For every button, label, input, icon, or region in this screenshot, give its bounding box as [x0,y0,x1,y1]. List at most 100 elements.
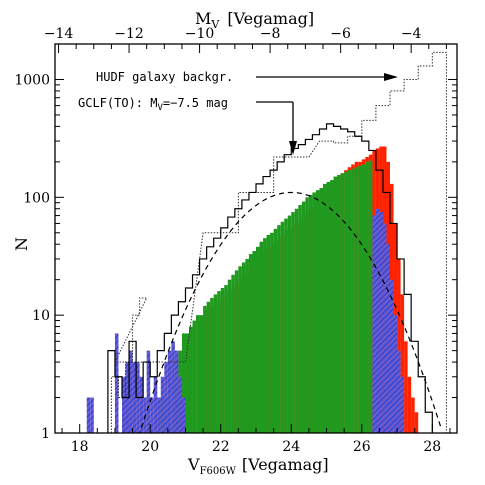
green-bar [192,320,197,433]
gclf-label: GCLF(TO): M [78,96,157,110]
green-bar [210,297,214,433]
y-tick-label: 1 [41,426,50,442]
red-bar [397,258,401,433]
green-bar [354,167,359,433]
blue-bar [390,279,394,433]
black_outline-line [107,123,433,433]
blue-bar [181,397,186,433]
green-bar [199,315,204,433]
green-bar [323,183,327,433]
blue-bar [139,376,144,433]
x-axis-title: VF606W [Vegamag] [187,455,329,477]
green-bar [224,285,228,433]
x-tick-label: 26 [353,439,371,455]
green-bar [217,291,221,433]
x-tick-label: 20 [141,439,159,455]
green-bar [284,218,288,433]
blue-bar [129,350,133,433]
green-bar [234,270,239,433]
x-tick-label: 18 [71,439,89,455]
x-tick-label: 24 [282,439,300,455]
green-bar [333,176,338,433]
blue-bar [122,376,126,433]
green-bar [273,228,278,433]
blue-bar [143,397,147,433]
blue-bar [178,376,182,433]
green-bar [248,254,253,433]
green-bar [277,225,281,433]
gclf-label-suffix: =−7.5 mag [163,96,228,110]
y-tick-label: 10 [32,308,50,324]
green-bar [319,187,323,433]
green-bar [368,160,373,433]
green-bar [181,333,186,433]
green-bar [340,173,345,433]
histogram-outlines [107,51,447,433]
top-tick-label: −6 [330,26,351,42]
x-axis-title-unit: [Vegamag] [242,455,329,474]
blue-bar [150,397,154,433]
green-bar [308,194,313,433]
green-bar [287,215,292,433]
axis-ticks: 18 20 22 24 26 28 −14 −12 −10 −8 −6 −4 1 10 100 1000 [14,26,457,455]
top-tick-label: −14 [44,26,74,42]
blue-bar [393,315,398,433]
green-bar [330,180,334,433]
green-bar [305,197,309,433]
top-tick-label: −8 [260,26,281,42]
green-bar [365,161,369,433]
green-bar [337,174,341,433]
y-tick-label: 100 [23,190,50,206]
blue-bar [174,350,179,433]
top-axis-title-main: M [195,9,211,28]
hudf-label: HUDF galaxy backgr. [96,70,233,84]
green-bar [347,170,352,433]
x-tick-label: 22 [212,439,230,455]
green-bar [227,279,232,433]
green-bar [270,232,274,433]
blue-bar [153,376,158,433]
green-bar [351,168,355,433]
green-bar [252,251,256,433]
green-bar [259,241,264,433]
green-bar [266,234,271,433]
green-bar [312,192,316,433]
y-axis-title: N [12,237,31,251]
green-bar [298,205,302,433]
green-bar [256,246,260,433]
top-tick-label: −10 [185,26,215,42]
blue-bar [400,376,405,433]
y-tick-label: 1000 [14,72,50,88]
gclf-label-sub: V [157,103,163,113]
blue-bar [90,397,94,433]
green-bar [315,190,320,433]
blue-bar [375,208,380,433]
blue-bar [397,350,401,433]
green-bar [203,305,207,433]
green-bar [263,238,267,433]
blue-bar [171,341,175,433]
green-bar [238,266,242,433]
blue-bar [114,333,119,433]
hudf-annotation: HUDF galaxy backgr. [96,70,398,84]
red-bar [404,341,408,433]
blue-bar [132,362,137,433]
green-bar [231,274,235,433]
green-bar [326,181,331,433]
svg-text:GCLF(TO): MV=−7.5 mag: GCLF(TO): MV=−7.5 mag [78,96,228,113]
gclf-annotation: GCLF(TO): MV=−7.5 mag [78,96,297,155]
green-bar [189,326,193,433]
green-bar [185,333,189,433]
green-bar [206,301,211,433]
green-bar [245,258,249,433]
red-bar [414,412,419,433]
green-bar [344,171,348,433]
green-bar [196,315,200,433]
green-bar [291,212,295,433]
gaussian-fit-line [136,191,442,433]
blue-bar [167,350,172,433]
blue-bar [382,223,387,433]
blue-bar [164,362,168,433]
top-axis-title-sub: V [210,18,220,31]
